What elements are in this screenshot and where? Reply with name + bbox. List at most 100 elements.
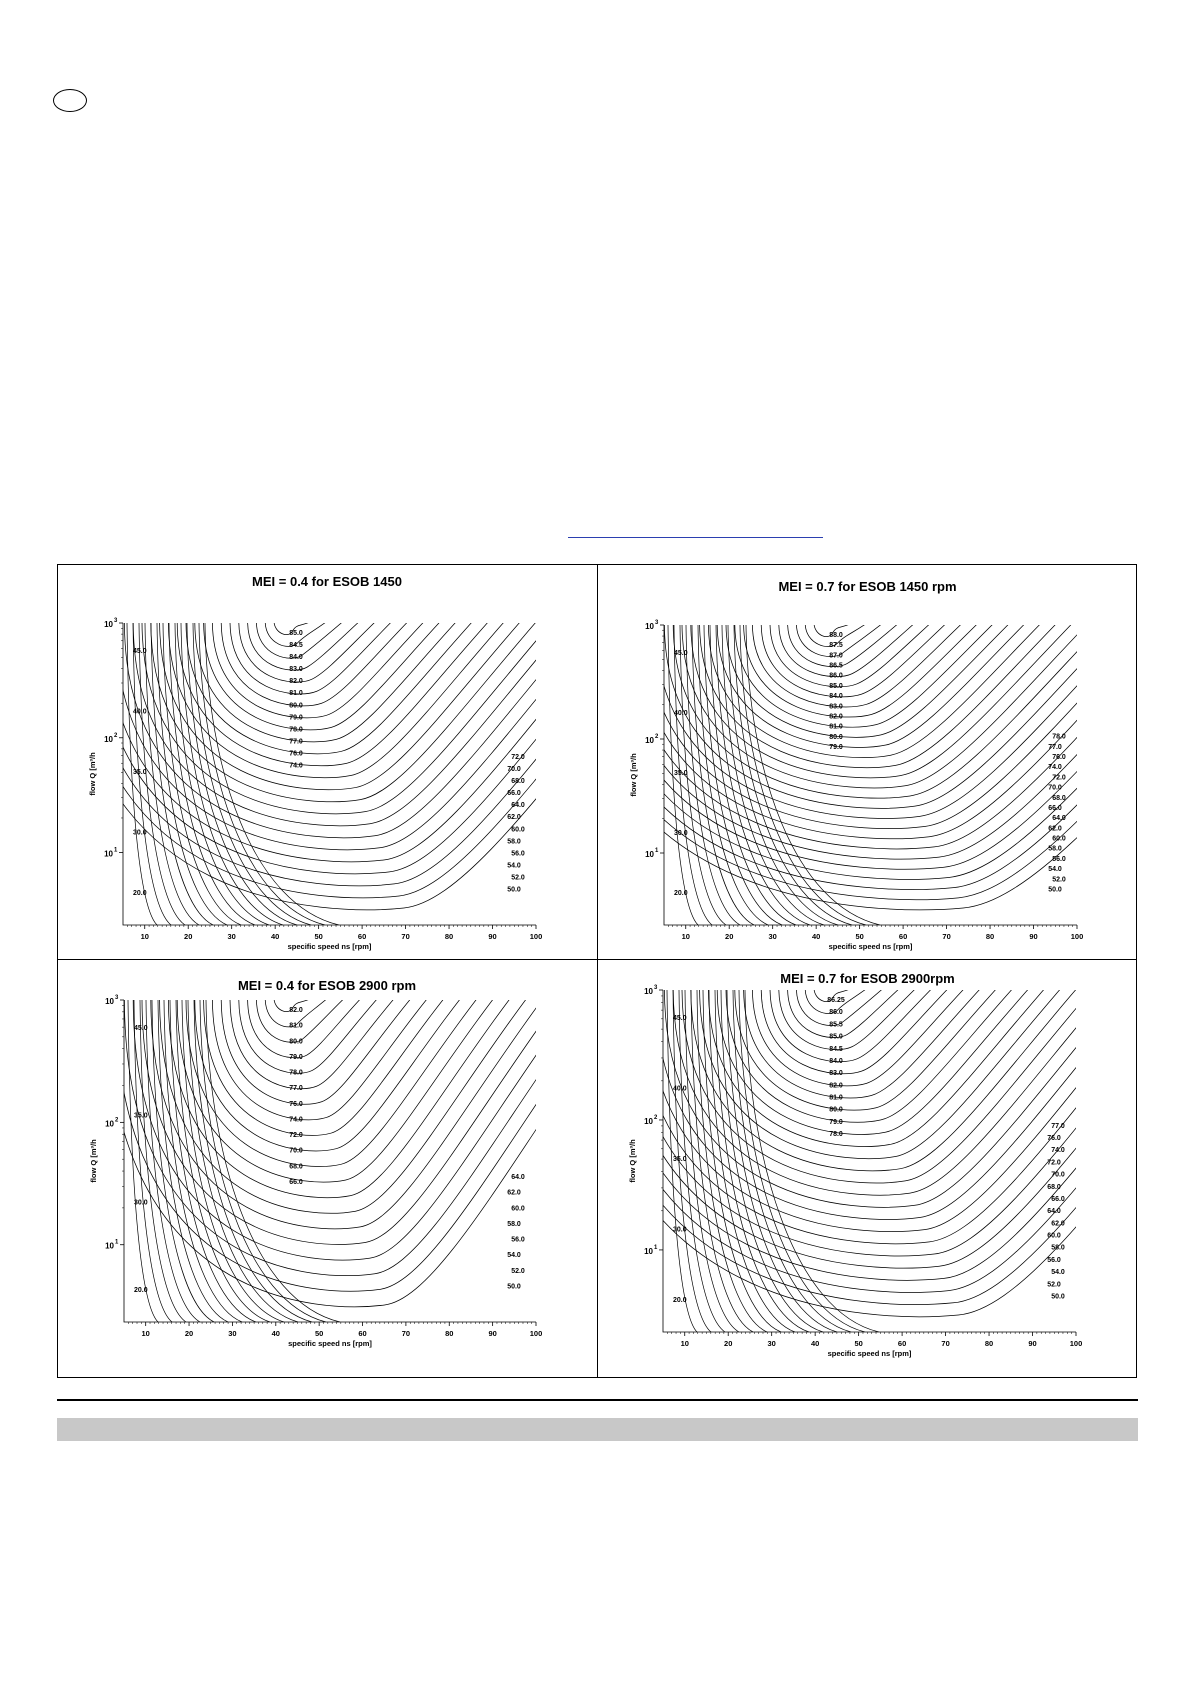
contour-line [738, 990, 866, 1332]
x-tick-label: 20 [185, 1329, 193, 1338]
x-tick-label: 30 [228, 932, 236, 941]
contour-label: 84.0 [289, 654, 303, 661]
contour-line [769, 625, 930, 688]
contour-line [145, 1000, 201, 1322]
x-tick-label: 80 [445, 1329, 453, 1338]
contour-line [664, 818, 1077, 901]
x-tick-label: 10 [682, 932, 690, 941]
contour-label: 85.0 [829, 683, 843, 690]
contour-line [796, 625, 882, 657]
contour-label: 52.0 [511, 1268, 525, 1275]
contour-label: 80.0 [289, 702, 303, 709]
contour-label: 74.0 [1048, 764, 1062, 771]
contour-line [739, 625, 867, 925]
contour-label: 60.0 [511, 1205, 525, 1212]
contour-line [157, 1000, 229, 1322]
contour-label: 40.0 [133, 709, 147, 716]
link-underline[interactable] [568, 537, 823, 538]
contour-label: 87.0 [829, 652, 843, 659]
contour-line [168, 1000, 510, 1199]
x-tick-label: 70 [941, 1339, 949, 1348]
contour-line [220, 623, 408, 707]
contour-line [690, 625, 1072, 779]
contour-label: 74.0 [1051, 1147, 1065, 1154]
contour-label: 64.0 [511, 1174, 525, 1181]
contour-label: 20.0 [134, 1287, 148, 1294]
contour-label: 45.0 [673, 1015, 687, 1022]
contour-label: 64.0 [1047, 1208, 1061, 1215]
contour-line [697, 625, 769, 925]
contour-line [123, 687, 536, 851]
contour-line [247, 623, 359, 671]
contour-line [663, 1127, 1076, 1257]
contour-line [174, 623, 270, 925]
contour-label: 62.0 [507, 814, 521, 821]
contour-label: 74.0 [289, 1116, 303, 1123]
x-tick-label: 90 [488, 932, 496, 941]
contour-label: 77.0 [1048, 744, 1062, 751]
x-tick-label: 100 [1071, 932, 1084, 941]
contour-line [273, 623, 309, 635]
contour-line [163, 1000, 243, 1322]
contour-label: 50.0 [507, 1284, 521, 1291]
footer-rule [57, 1399, 1138, 1401]
x-tick-label: 80 [985, 1339, 993, 1348]
contour-line [732, 990, 852, 1332]
contour-line [745, 625, 881, 925]
contour-label: 40.0 [673, 1086, 687, 1093]
contour-line [734, 625, 993, 728]
contour-line [199, 1000, 327, 1322]
contour-line [151, 1000, 215, 1322]
y-tick-label: 10 [644, 1247, 653, 1256]
x-tick-label: 100 [1070, 1339, 1083, 1348]
x-axis-label: specific speed ns [rpm] [828, 1349, 912, 1358]
contour-label: 85.0 [829, 1034, 843, 1041]
contour-label: 84.0 [829, 693, 843, 700]
x-tick-label: 70 [402, 1329, 410, 1338]
y-tick-label: 10 [645, 850, 654, 859]
contour-line [699, 990, 1061, 1160]
contour-label: 86.0 [829, 673, 843, 680]
contour-line [256, 1000, 344, 1043]
contour-label: 70.0 [1048, 785, 1062, 792]
x-tick-label: 10 [142, 1329, 150, 1338]
contour-line [181, 1000, 285, 1322]
x-axis-label: specific speed ns [rpm] [829, 942, 913, 951]
contour-line [132, 623, 536, 827]
contour-label: 45.0 [134, 1025, 148, 1032]
contour-label: 66.0 [1048, 805, 1062, 812]
x-axis-label: specific speed ns [rpm] [288, 1339, 372, 1348]
x-tick-label: 90 [1028, 1339, 1036, 1348]
contour-line [727, 625, 839, 925]
contour-label: 52.0 [1047, 1281, 1061, 1288]
contour-chart: MEI = 0.4 for ESOB 2900 rpm 10 20 30 40 50 60 7… [89, 978, 542, 1348]
y-tick-label: 10 [645, 736, 654, 745]
contour-label: 84.5 [829, 1046, 843, 1053]
contour-line [664, 770, 1077, 870]
contour-line [229, 1000, 394, 1090]
contour-label: 56.0 [511, 850, 525, 857]
contour-label: 54.0 [1051, 1269, 1065, 1276]
contour-line [752, 990, 964, 1087]
contour-line [681, 990, 1076, 1184]
contour-line [663, 1055, 1076, 1220]
contour-line [708, 625, 1040, 758]
contour-label: 50.0 [507, 887, 521, 894]
contour-label: 72.0 [289, 1132, 303, 1139]
contour-line [144, 623, 200, 925]
contour-line [169, 1000, 257, 1322]
chart-title: MEI = 0.7 for ESOB 2900rpm [780, 971, 954, 986]
mei-chart-grid: MEI = 0.4 for ESOB 1450 10 20 30 40 50 60 70 80 9… [57, 564, 1137, 1378]
contour-line [664, 625, 1077, 809]
contour-label: 70.0 [289, 1148, 303, 1155]
contour-label: 30.0 [133, 830, 147, 837]
contour-label: 56.0 [1047, 1257, 1061, 1264]
y-tick-exponent: 3 [655, 620, 659, 626]
contour-line [725, 625, 1009, 738]
contour-label: 66.0 [507, 790, 521, 797]
y-tick-exponent: 2 [654, 1115, 658, 1121]
contour-label: 86.5 [829, 663, 843, 670]
contour-line [714, 990, 810, 1332]
y-tick-exponent: 2 [655, 734, 659, 740]
grid-divider-vertical [597, 565, 598, 1377]
